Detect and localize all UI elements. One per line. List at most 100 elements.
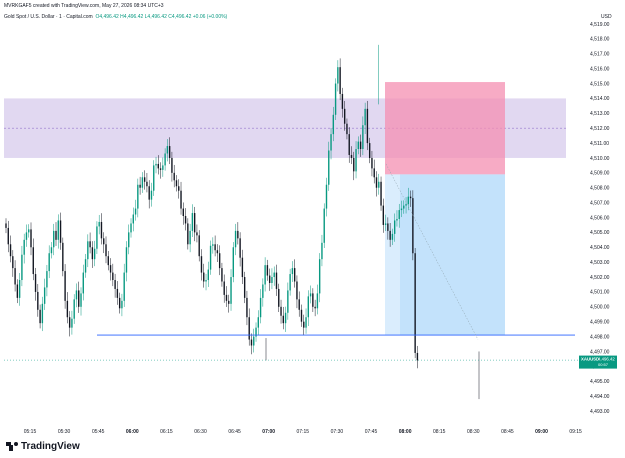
candle-body — [166, 146, 169, 154]
candle-body — [191, 213, 194, 231]
candle-body — [212, 244, 214, 246]
candle-body — [309, 293, 312, 297]
candle-body — [203, 272, 205, 282]
x-tick-label: 05:15 — [24, 429, 37, 435]
candle-body — [343, 108, 346, 124]
candle-body — [350, 154, 353, 158]
price-label-symbol: XAUUSD — [581, 356, 599, 361]
candle-body — [80, 293, 82, 307]
candle-body — [157, 163, 159, 169]
candle-body — [82, 272, 84, 294]
candle-body — [328, 150, 330, 185]
candle-body — [266, 265, 269, 276]
candle-body — [403, 205, 405, 209]
candle-body — [366, 108, 369, 144]
x-tick-label: 07:15 — [297, 429, 310, 435]
candle-body — [225, 294, 228, 301]
price-label-value: 4,496.42 — [598, 356, 615, 361]
y-tick-label: 4,506.00 — [590, 215, 610, 221]
candle-body — [155, 163, 157, 166]
symbol-name: Gold Spot / U.S. Dollar · 1 · Capital.co… — [4, 14, 93, 20]
candle-body — [237, 230, 239, 239]
candle-body — [68, 317, 71, 328]
y-tick-label: 4,507.00 — [590, 200, 610, 206]
y-tick-label: 4,504.00 — [590, 245, 610, 251]
x-tick-label: 08:15 — [433, 429, 446, 435]
candle-body — [400, 208, 403, 211]
brand-name: TradingView — [21, 441, 80, 452]
candle-body — [164, 153, 166, 166]
x-tick-label: 07:00 — [262, 429, 275, 435]
candle-body — [396, 218, 398, 221]
candles-layer — [5, 44, 480, 400]
candle-body — [130, 223, 132, 233]
candle-body — [307, 296, 310, 318]
candle-body — [109, 265, 112, 273]
candle-body — [114, 280, 116, 289]
candle-body — [18, 280, 21, 298]
candle-body — [387, 223, 389, 231]
candle-body — [173, 172, 175, 181]
candle-body — [107, 256, 109, 266]
candle-body — [143, 177, 146, 182]
y-tick-label: 4,498.00 — [590, 334, 610, 340]
candle-body — [205, 280, 207, 282]
candle-body — [353, 157, 355, 172]
candle-body — [168, 146, 171, 158]
candle-body — [412, 198, 414, 254]
y-tick-label: 4,493.00 — [590, 409, 610, 415]
candle-body — [296, 281, 298, 300]
price-label-countdown: 00:57 — [598, 362, 609, 367]
candle-body — [21, 254, 23, 281]
candle-body — [89, 241, 91, 248]
candle-body — [187, 223, 189, 245]
candle-body — [362, 125, 364, 150]
candle-body — [30, 229, 32, 248]
tradingview-logo[interactable]: TradingView — [6, 441, 80, 452]
y-tick-label: 4,513.00 — [590, 111, 610, 117]
candle-body — [389, 230, 391, 240]
candle-body — [303, 321, 305, 328]
candle-body — [325, 184, 328, 209]
candle-body — [128, 232, 130, 248]
candle-body — [271, 277, 273, 283]
candle-body — [364, 108, 366, 126]
candle-body — [132, 214, 134, 224]
candle-body — [378, 181, 380, 188]
candle-body — [153, 165, 155, 191]
candle-body — [43, 287, 46, 304]
x-tick-label: 08:45 — [501, 429, 514, 435]
candle-body — [255, 327, 257, 337]
x-tick-label: 06:00 — [126, 429, 139, 435]
candle-body — [241, 257, 244, 278]
candle-body — [112, 272, 114, 281]
candle-body — [314, 306, 316, 309]
y-tick-label: 4,511.00 — [590, 141, 609, 147]
candle-body — [246, 297, 248, 318]
candle-body — [150, 190, 153, 200]
candle-body — [278, 288, 280, 307]
candle-body — [323, 208, 325, 243]
candle-body — [93, 248, 96, 260]
x-tick-label: 06:30 — [194, 429, 207, 435]
candle-body — [84, 259, 87, 273]
x-tick-label: 06:45 — [228, 429, 241, 435]
candle-body — [384, 223, 387, 225]
candle-body — [91, 247, 94, 260]
candle-body — [116, 288, 119, 298]
candle-body — [239, 238, 241, 258]
axes-layer: 4,519.00 4,518.00 4,517.00 4,516.00 4,515.00… — [24, 22, 610, 435]
candle-body — [357, 141, 360, 150]
ohlc-values: O4,496.42 H4,496.42 L4,496.42 C4,496.42 … — [95, 14, 228, 20]
candle-body — [137, 184, 139, 209]
candle-body — [243, 277, 246, 298]
candle-body — [332, 114, 335, 135]
x-tick-label: 08:30 — [467, 429, 480, 435]
candle-body — [73, 299, 75, 319]
candle-body — [50, 247, 53, 254]
y-tick-label: 4,512.00 — [590, 126, 610, 132]
candle-body — [250, 339, 253, 346]
target-zone — [385, 174, 505, 336]
candle-body — [32, 247, 34, 275]
